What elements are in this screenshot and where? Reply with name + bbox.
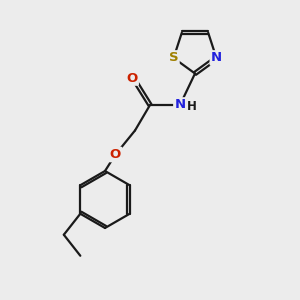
Text: N: N [211, 52, 222, 64]
Text: N: N [174, 98, 186, 112]
Text: O: O [126, 71, 138, 85]
Text: S: S [169, 52, 178, 64]
Text: H: H [187, 100, 196, 113]
Text: O: O [110, 148, 121, 161]
